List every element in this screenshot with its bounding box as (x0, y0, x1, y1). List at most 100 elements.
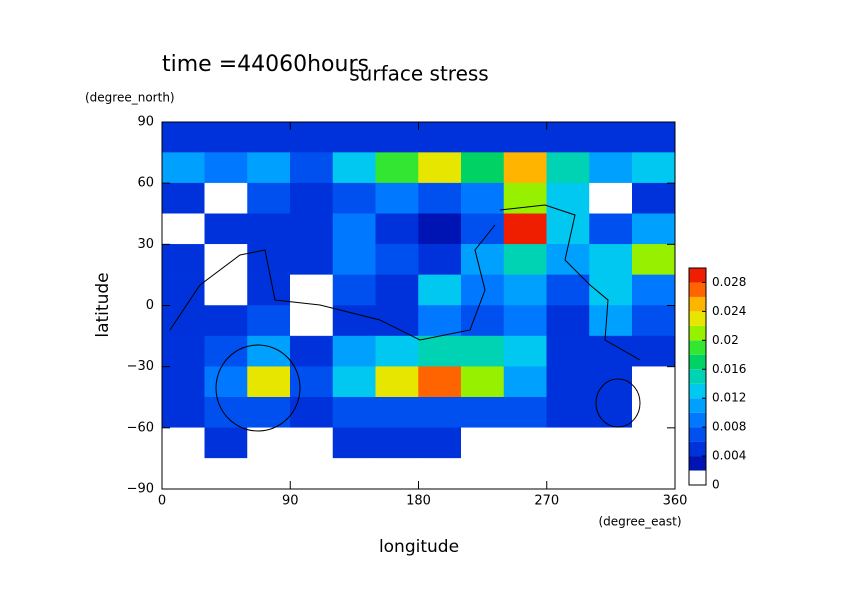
contour-cell (375, 458, 419, 490)
coastline (499, 204, 641, 361)
contour-cell (290, 182, 334, 215)
contour-cell (589, 182, 633, 215)
y-unit: (degree_north) (85, 91, 175, 105)
contour-cell (375, 366, 419, 398)
contour-cell (632, 305, 676, 337)
colorbar-swatch (689, 441, 706, 457)
contour-cell (290, 121, 334, 153)
x-tick-label: 360 (663, 494, 688, 509)
contour-cell (461, 213, 505, 245)
contour-cell (589, 244, 633, 276)
contour-cell (418, 335, 462, 367)
colorbar-swatch (689, 369, 706, 384)
contour-cell (418, 458, 462, 490)
contour-cell (461, 458, 505, 490)
contour-cell (332, 152, 376, 184)
contour-cell (546, 274, 590, 306)
contour-cell (290, 397, 334, 429)
contour-cell (290, 213, 334, 245)
contour-cell (161, 335, 205, 367)
contour-cell (204, 182, 248, 215)
colorbar-swatch (689, 311, 706, 326)
contour-cell (503, 121, 547, 153)
contour-cell (503, 152, 547, 184)
contour-cell (332, 182, 376, 215)
contour-cell (290, 305, 334, 337)
contour-cell (546, 152, 590, 184)
colorbar-swatch (689, 354, 706, 370)
contour-cell (461, 121, 505, 153)
contour-cell (332, 397, 376, 429)
contour-cell (632, 458, 676, 490)
contour-cell (204, 366, 248, 398)
contour-cell (418, 366, 462, 398)
contour-cell (161, 121, 205, 153)
contour-cell (418, 427, 462, 459)
y-tick-label: −60 (127, 420, 154, 435)
contour-cell (418, 244, 462, 276)
contour-cell (247, 335, 291, 367)
contour-cell (375, 121, 419, 153)
colorbar-swatch (689, 340, 706, 355)
y-tick-label: −30 (127, 359, 154, 374)
contour-cell (503, 244, 547, 276)
contour-cell (204, 121, 248, 153)
contour-cell (375, 427, 419, 459)
contour-cell (589, 152, 633, 184)
contour-cell (461, 335, 505, 367)
contour-field (161, 121, 676, 490)
contour-cell (204, 274, 248, 306)
contour-cell (461, 366, 505, 398)
contour-cell (290, 427, 334, 459)
contour-cell (589, 213, 633, 245)
contour-cell (247, 244, 291, 276)
contour-cell (503, 366, 547, 398)
contour-cell (546, 335, 590, 367)
x-unit: (degree_east) (598, 515, 681, 529)
contour-cell (503, 397, 547, 429)
contour-cell (204, 305, 248, 337)
contour-cell (247, 397, 291, 429)
contour-cell (332, 427, 376, 459)
contour-cell (503, 458, 547, 490)
contour-cell (247, 152, 291, 184)
x-axis-label: longitude (379, 537, 459, 557)
x-tick-label: 90 (282, 494, 299, 509)
contour-cell (418, 182, 462, 215)
y-axis-label: latitude (93, 272, 113, 337)
colorbar-tick-label: 0 (712, 478, 720, 492)
contour-cell (332, 274, 376, 306)
contour-cell (204, 152, 248, 184)
contour-cell (546, 305, 590, 337)
contour-cell (247, 366, 291, 398)
contour-cell (632, 213, 676, 245)
colorbar-swatch (689, 325, 706, 341)
contour-cell (161, 182, 205, 215)
contour-cell (332, 213, 376, 245)
contour-cell (589, 458, 633, 490)
contour-cell (375, 152, 419, 184)
contour-cell (546, 366, 590, 398)
contour-cell (290, 335, 334, 367)
contour-cell (503, 335, 547, 367)
contour-cell (546, 244, 590, 276)
colorbar-swatch (689, 427, 706, 442)
y-tick-label: 60 (137, 176, 154, 191)
contour-cell (461, 244, 505, 276)
colorbar-tick-label: 0.02 (712, 333, 739, 347)
contour-cell (161, 244, 205, 276)
contour-cell (546, 458, 590, 490)
contour-cell (247, 458, 291, 490)
colorbar-swatch (689, 282, 706, 297)
contour-cell (503, 274, 547, 306)
contour-cell (375, 335, 419, 367)
contour-cell (332, 121, 376, 153)
contour-cell (589, 366, 633, 398)
contour-cell (546, 121, 590, 153)
contour-cell (632, 335, 676, 367)
contour-cell (589, 305, 633, 337)
contour-cell (161, 458, 205, 490)
contour-cell (418, 213, 462, 245)
contour-cell (204, 397, 248, 429)
contour-cell (375, 274, 419, 306)
